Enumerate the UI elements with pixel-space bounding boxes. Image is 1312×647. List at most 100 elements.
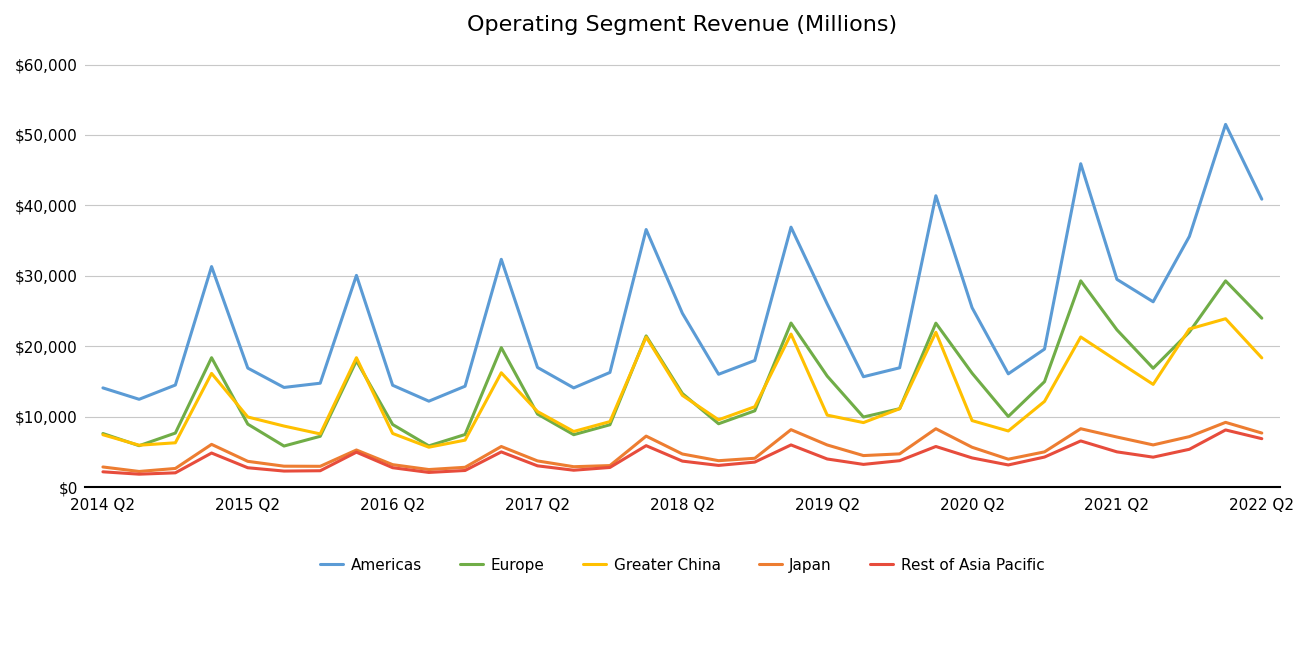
Japan bbox=[565, 463, 581, 470]
Rest of Asia Pacific bbox=[1218, 426, 1233, 434]
Legend: Americas, Europe, Greater China, Japan, Rest of Asia Pacific: Americas, Europe, Greater China, Japan, … bbox=[314, 551, 1051, 578]
Americas bbox=[1182, 232, 1198, 240]
Americas bbox=[276, 384, 291, 391]
Europe bbox=[1254, 314, 1270, 322]
Americas bbox=[240, 364, 256, 372]
Greater China bbox=[674, 391, 690, 399]
Greater China bbox=[855, 419, 871, 426]
Americas bbox=[1001, 370, 1017, 378]
Europe bbox=[131, 442, 147, 450]
Rest of Asia Pacific bbox=[1073, 437, 1089, 445]
Americas bbox=[203, 263, 219, 270]
Greater China bbox=[1001, 427, 1017, 435]
Rest of Asia Pacific bbox=[674, 457, 690, 465]
Japan bbox=[1182, 433, 1198, 441]
Greater China bbox=[1218, 315, 1233, 323]
Greater China bbox=[94, 431, 110, 439]
Greater China bbox=[565, 428, 581, 435]
Greater China bbox=[928, 329, 943, 336]
Americas bbox=[493, 256, 509, 263]
Rest of Asia Pacific bbox=[312, 467, 328, 475]
Rest of Asia Pacific bbox=[638, 442, 653, 450]
Line: Rest of Asia Pacific: Rest of Asia Pacific bbox=[102, 430, 1262, 474]
Rest of Asia Pacific bbox=[384, 464, 400, 472]
Americas bbox=[1218, 120, 1233, 128]
Japan bbox=[964, 443, 980, 451]
Greater China bbox=[638, 333, 653, 341]
Europe bbox=[1218, 277, 1233, 285]
Japan bbox=[1001, 455, 1017, 463]
Americas bbox=[457, 382, 472, 390]
Rest of Asia Pacific bbox=[240, 464, 256, 472]
Americas bbox=[783, 223, 799, 231]
Greater China bbox=[747, 403, 762, 411]
Rest of Asia Pacific bbox=[421, 468, 437, 476]
Japan bbox=[638, 432, 653, 440]
Americas bbox=[1109, 276, 1124, 283]
Japan bbox=[168, 465, 184, 472]
Rest of Asia Pacific bbox=[855, 461, 871, 468]
Europe bbox=[964, 369, 980, 377]
Americas bbox=[711, 370, 727, 378]
Japan bbox=[94, 463, 110, 471]
Europe bbox=[892, 405, 908, 413]
Europe bbox=[384, 421, 400, 428]
Greater China bbox=[1182, 325, 1198, 333]
Greater China bbox=[131, 441, 147, 449]
Japan bbox=[747, 454, 762, 462]
Japan bbox=[602, 462, 618, 470]
Rest of Asia Pacific bbox=[530, 462, 546, 470]
Rest of Asia Pacific bbox=[457, 466, 472, 474]
Europe bbox=[168, 429, 184, 437]
Greater China bbox=[240, 413, 256, 421]
Greater China bbox=[964, 417, 980, 424]
Rest of Asia Pacific bbox=[168, 469, 184, 477]
Japan bbox=[1109, 433, 1124, 441]
Japan bbox=[384, 461, 400, 468]
Americas bbox=[747, 356, 762, 364]
Title: Operating Segment Revenue (Millions): Operating Segment Revenue (Millions) bbox=[467, 15, 897, 35]
Greater China bbox=[711, 416, 727, 424]
Europe bbox=[530, 410, 546, 418]
Europe bbox=[1036, 378, 1052, 386]
Americas bbox=[602, 369, 618, 377]
Europe bbox=[312, 432, 328, 440]
Europe bbox=[1109, 326, 1124, 334]
Americas bbox=[349, 272, 365, 280]
Europe bbox=[783, 319, 799, 327]
Americas bbox=[892, 364, 908, 371]
Europe bbox=[565, 431, 581, 439]
Europe bbox=[421, 442, 437, 450]
Americas bbox=[964, 304, 980, 312]
Americas bbox=[421, 397, 437, 405]
Greater China bbox=[530, 408, 546, 415]
Europe bbox=[638, 332, 653, 340]
Greater China bbox=[1036, 397, 1052, 405]
Americas bbox=[384, 381, 400, 389]
Americas bbox=[855, 373, 871, 380]
Japan bbox=[493, 443, 509, 450]
Europe bbox=[276, 442, 291, 450]
Rest of Asia Pacific bbox=[565, 466, 581, 474]
Greater China bbox=[1109, 357, 1124, 365]
Greater China bbox=[457, 436, 472, 444]
Japan bbox=[928, 425, 943, 433]
Rest of Asia Pacific bbox=[203, 449, 219, 457]
Americas bbox=[168, 381, 184, 389]
Europe bbox=[457, 431, 472, 439]
Greater China bbox=[783, 330, 799, 338]
Greater China bbox=[349, 354, 365, 362]
Europe bbox=[94, 430, 110, 437]
Americas bbox=[565, 384, 581, 392]
Japan bbox=[312, 463, 328, 470]
Europe bbox=[711, 420, 727, 428]
Europe bbox=[1145, 364, 1161, 372]
Rest of Asia Pacific bbox=[1001, 461, 1017, 469]
Rest of Asia Pacific bbox=[1109, 448, 1124, 455]
Rest of Asia Pacific bbox=[820, 455, 836, 463]
Americas bbox=[530, 364, 546, 371]
Rest of Asia Pacific bbox=[747, 458, 762, 466]
Americas bbox=[820, 300, 836, 308]
Rest of Asia Pacific bbox=[1182, 445, 1198, 453]
Japan bbox=[1073, 425, 1089, 433]
